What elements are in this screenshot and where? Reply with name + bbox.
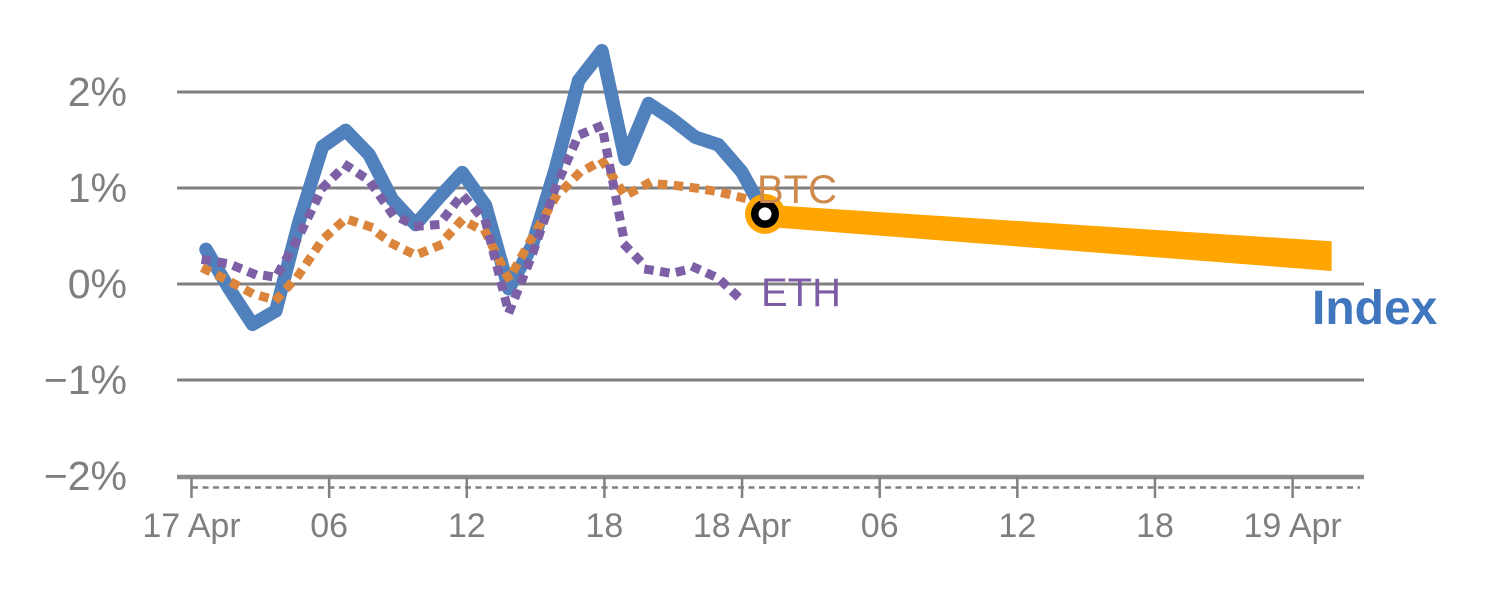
y-tick-label: 0% bbox=[68, 261, 127, 307]
y-tick-label: −1% bbox=[44, 357, 127, 403]
x-tick-label: 18 bbox=[1136, 507, 1174, 545]
index-forecast-band bbox=[767, 204, 1332, 272]
series-line-btc bbox=[199, 155, 772, 305]
marker-ring bbox=[751, 199, 779, 228]
x-tick-label: 12 bbox=[998, 507, 1036, 545]
x-tick-label: 06 bbox=[861, 507, 899, 545]
x-tick-label: 17 Apr bbox=[142, 507, 240, 545]
x-tick-label: 12 bbox=[448, 507, 486, 545]
series-line-index bbox=[199, 43, 772, 332]
eth-series-label: ETH bbox=[761, 271, 841, 315]
y-tick-label: −2% bbox=[44, 453, 127, 499]
x-axis-labels: 17 Apr 06 12 18 18 Apr 06 12 18 19 Apr bbox=[142, 507, 1341, 545]
series-lines bbox=[199, 43, 772, 332]
index-series-label: Index bbox=[1312, 282, 1438, 335]
x-tick-label: 18 bbox=[586, 507, 624, 545]
x-tick-label: 06 bbox=[310, 507, 348, 545]
y-tick-label: 1% bbox=[68, 165, 127, 211]
forecast-wedge bbox=[767, 204, 1332, 272]
btc-series-label: BTC bbox=[757, 168, 837, 212]
current-point-marker bbox=[745, 193, 785, 234]
series-line-eth bbox=[200, 121, 749, 318]
x-tick-label: 19 Apr bbox=[1243, 507, 1341, 545]
x-tick-label: 18 Apr bbox=[693, 507, 791, 545]
y-tick-label: 2% bbox=[68, 69, 127, 115]
y-axis-labels: 2% 1% 0% −1% −2% bbox=[44, 69, 127, 499]
x-axis bbox=[177, 474, 1364, 498]
